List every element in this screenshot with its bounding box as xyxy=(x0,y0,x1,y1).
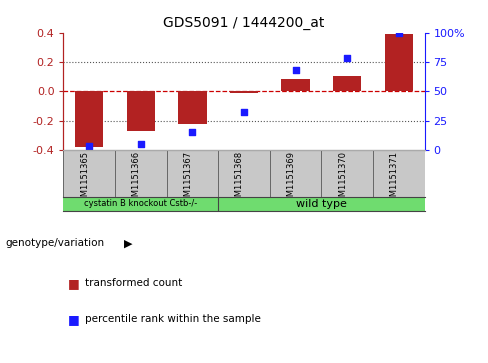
Bar xyxy=(333,76,361,91)
Point xyxy=(85,143,93,149)
Text: GSM1151370: GSM1151370 xyxy=(338,151,347,207)
Text: cystatin B knockout Cstb-/-: cystatin B knockout Cstb-/- xyxy=(84,199,198,208)
Point xyxy=(240,109,248,115)
Text: GSM1151371: GSM1151371 xyxy=(390,151,399,207)
Text: GSM1151369: GSM1151369 xyxy=(286,151,296,207)
Text: genotype/variation: genotype/variation xyxy=(5,238,104,248)
Text: wild type: wild type xyxy=(296,199,347,209)
Bar xyxy=(385,34,413,91)
Point xyxy=(292,67,300,73)
Point xyxy=(137,141,145,147)
Point xyxy=(343,56,351,61)
Bar xyxy=(127,91,155,131)
Text: ■: ■ xyxy=(68,313,80,326)
Point xyxy=(395,30,403,36)
Text: ▶: ▶ xyxy=(124,238,133,248)
Bar xyxy=(282,79,310,91)
Bar xyxy=(178,91,206,124)
Bar xyxy=(230,91,258,93)
Text: transformed count: transformed count xyxy=(85,278,183,288)
Text: GSM1151366: GSM1151366 xyxy=(132,151,141,207)
Title: GDS5091 / 1444200_at: GDS5091 / 1444200_at xyxy=(163,16,325,30)
Text: GSM1151368: GSM1151368 xyxy=(235,151,244,207)
Text: ■: ■ xyxy=(68,277,80,290)
Text: GSM1151367: GSM1151367 xyxy=(183,151,192,207)
Point xyxy=(188,129,196,135)
Text: GSM1151365: GSM1151365 xyxy=(80,151,89,207)
Text: percentile rank within the sample: percentile rank within the sample xyxy=(85,314,261,325)
Bar xyxy=(75,91,103,147)
